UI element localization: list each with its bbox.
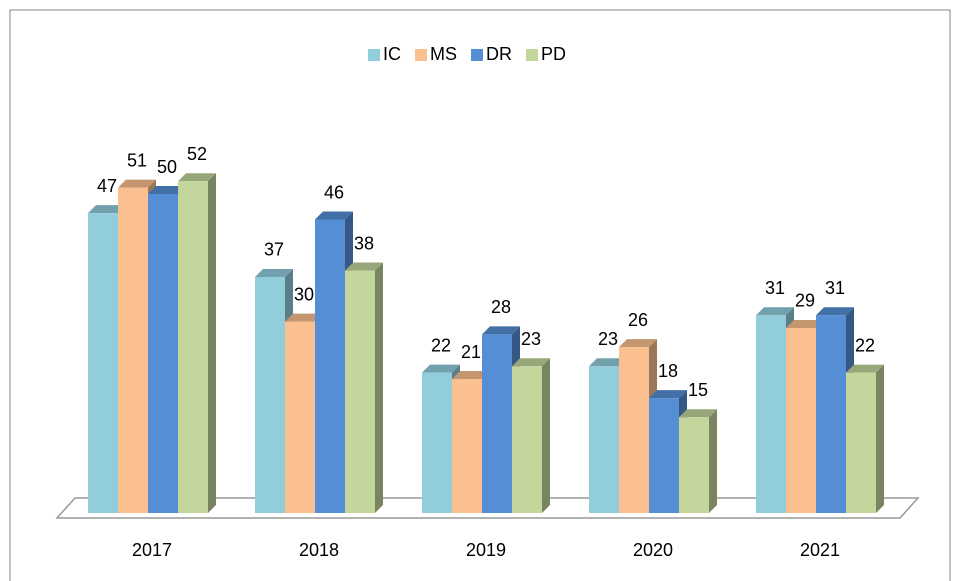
bar [846,364,884,513]
bar-top [816,307,854,316]
data-label: 29 [795,291,815,311]
bar-front [148,194,178,513]
bar-top [285,313,323,322]
bar-top [422,364,460,373]
data-label: 46 [324,182,344,202]
bar [178,173,216,514]
bar-top [482,326,520,335]
data-label: 22 [855,335,875,355]
legend-swatch [526,49,538,61]
data-label: 23 [521,329,541,349]
bar-top [88,205,126,214]
bar-top [178,173,216,182]
bar-top [148,186,186,194]
legend-label: DR [486,44,512,64]
data-label: 22 [431,335,451,355]
bar-front [512,366,542,513]
bar-top [315,211,353,220]
bar-front [619,347,649,513]
bar-top [589,358,627,367]
x-tick-label: 2017 [132,540,172,560]
data-label: 38 [354,233,374,253]
bar-front [452,379,482,513]
bar-top [118,179,156,188]
data-label: 18 [658,361,678,381]
bar-top [679,409,717,418]
bar [619,339,657,513]
bar-front [255,276,285,513]
bar-top [786,319,824,328]
x-tick-label: 2018 [299,540,339,560]
bar-side [208,173,216,514]
legend-label: MS [430,44,457,64]
bar-front [756,315,786,513]
legend-swatch [415,49,427,61]
data-label: 50 [157,157,177,177]
x-tick-label: 2020 [633,540,673,560]
bar-front [482,334,512,513]
bar-top [649,390,687,399]
legend-label: PD [541,44,566,64]
data-label: 31 [825,278,845,298]
data-label: 23 [598,329,618,349]
data-label: 28 [491,297,511,317]
bar-side [876,364,884,513]
bar-top [846,364,884,373]
bar-front [178,181,208,514]
x-tick-label: 2021 [800,540,840,560]
bar-front [816,315,846,513]
data-label: 26 [628,310,648,330]
data-label: 37 [264,240,284,260]
bar-front [649,398,679,513]
data-label: 47 [97,176,117,196]
legend-swatch [368,49,380,61]
data-label: 15 [688,380,708,400]
bar-side [542,358,550,513]
bar-front [786,327,816,513]
bar-front [422,372,452,513]
bar-side [709,409,717,513]
bar-front [589,366,619,513]
data-label: 31 [765,278,785,298]
bar-front [345,270,375,513]
bar-top [512,358,550,367]
bar-top [756,307,794,316]
data-label: 21 [461,342,481,362]
bar [512,358,550,513]
data-label: 52 [187,144,207,164]
bar-front [285,321,315,513]
x-tick-label: 2019 [466,540,506,560]
bar-top [345,262,383,271]
bar-side [375,262,383,513]
legend-swatch [471,49,483,61]
bar-front [846,372,876,513]
bar-front [679,417,709,513]
bar [345,262,383,513]
bar-front [118,187,148,513]
bar-front [315,219,345,513]
legend-label: IC [383,44,401,64]
bar-top [619,339,657,348]
data-label: 51 [127,150,147,170]
bar [88,205,126,513]
bar-front [88,213,118,513]
bar [679,409,717,513]
data-label: 30 [294,284,314,304]
bar-top [452,371,490,380]
bar-top [255,268,293,277]
